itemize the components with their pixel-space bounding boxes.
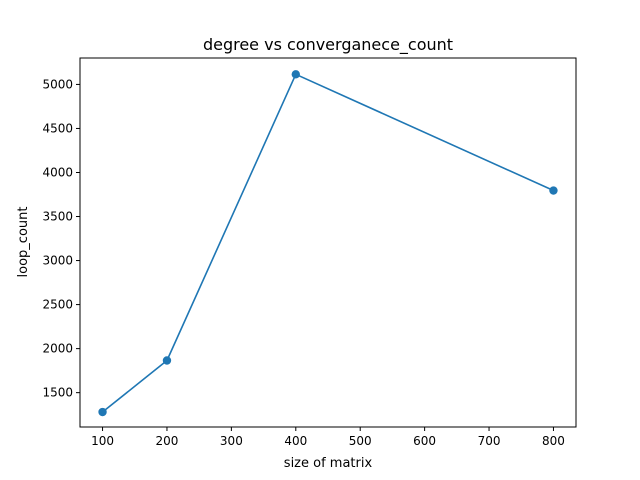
x-tick-label: 400 <box>284 434 307 448</box>
y-tick-label: 2500 <box>42 298 73 312</box>
y-tick-label: 3000 <box>42 254 73 268</box>
x-tick-label: 600 <box>413 434 436 448</box>
y-tick-label: 1500 <box>42 386 73 400</box>
data-point <box>291 70 300 79</box>
x-tick-label: 800 <box>542 434 565 448</box>
y-axis-label: loop_count <box>16 207 31 278</box>
y-tick-label: 2000 <box>42 342 73 356</box>
chart-title: degree vs converganece_count <box>203 35 453 55</box>
data-point <box>549 186 558 195</box>
y-axis: 1500 2000 2500 3000 3500 4000 4500 5000 <box>42 77 80 400</box>
x-axis-label: size of matrix <box>284 456 373 471</box>
x-tick-label: 500 <box>349 434 372 448</box>
plot-area <box>98 70 558 417</box>
y-tick-label: 3500 <box>42 210 73 224</box>
y-tick-label: 4500 <box>42 121 73 135</box>
y-tick-label: 5000 <box>42 77 73 91</box>
x-tick-label: 200 <box>156 434 179 448</box>
x-tick-label: 300 <box>220 434 243 448</box>
x-tick-label: 700 <box>478 434 501 448</box>
data-point <box>162 356 172 365</box>
series-line <box>102 73 554 413</box>
axes-frame <box>79 57 577 428</box>
x-axis: 100 200 300 400 500 600 700 800 <box>91 427 565 448</box>
x-tick-label: 100 <box>91 434 114 448</box>
data-point <box>98 407 107 417</box>
y-tick-label: 4000 <box>42 165 73 179</box>
